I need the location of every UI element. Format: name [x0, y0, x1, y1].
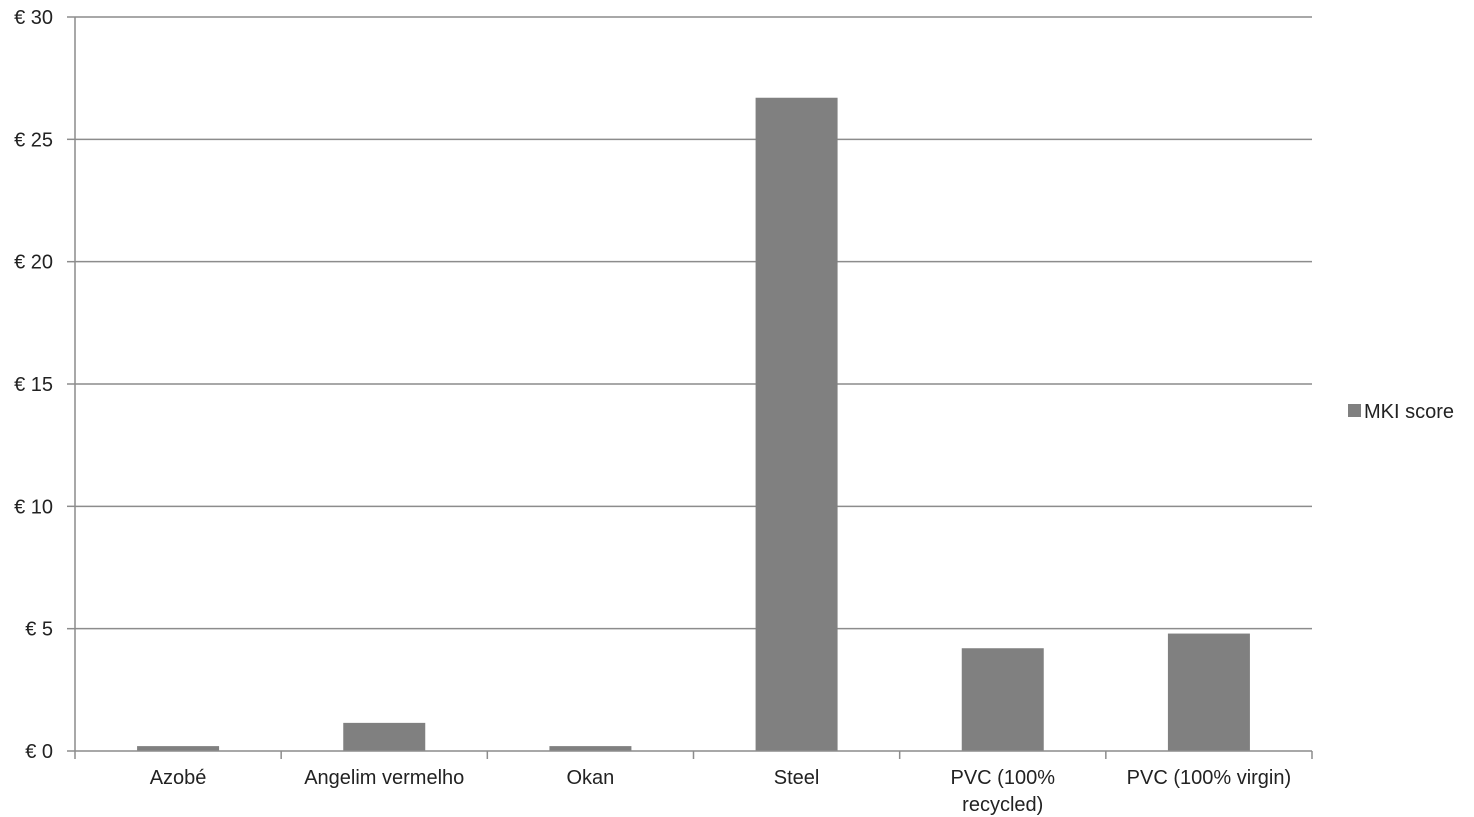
y-tick-label: € 25: [14, 129, 53, 151]
y-tick-label: € 5: [25, 619, 53, 641]
bars: [137, 97, 1250, 752]
x-axis-category-labels: Azobé Angelim vermelho Okan Steel PVC (100% r…: [150, 767, 1291, 816]
x-category-label: recycled): [962, 794, 1043, 816]
x-category-label: Angelim vermelho: [304, 767, 464, 789]
bar: [1167, 633, 1250, 751]
y-tick-label: € 30: [14, 7, 53, 29]
y-tick-label: € 20: [14, 252, 53, 274]
x-category-label: Okan: [567, 767, 615, 789]
axes: [67, 16, 1313, 759]
bar: [137, 746, 220, 751]
legend-label: MKI score: [1364, 401, 1454, 423]
x-category-label: PVC (100%: [951, 767, 1056, 789]
y-tick-label: € 0: [25, 741, 53, 763]
y-tick-label: € 15: [14, 374, 53, 396]
bar: [549, 746, 632, 751]
x-category-label: Steel: [774, 767, 820, 789]
x-category-label: Azobé: [150, 767, 207, 789]
y-tick-label: € 10: [14, 496, 53, 518]
bar: [755, 97, 838, 752]
legend: MKI score: [1348, 401, 1454, 423]
bar: [961, 648, 1044, 751]
grid-lines: [75, 16, 1312, 630]
bar: [343, 722, 426, 751]
legend-swatch: [1348, 404, 1361, 417]
x-category-label: PVC (100% virgin): [1127, 767, 1292, 789]
y-axis-tick-labels: € 0 € 5 € 10 € 15 € 20 € 25 € 30: [14, 7, 53, 763]
